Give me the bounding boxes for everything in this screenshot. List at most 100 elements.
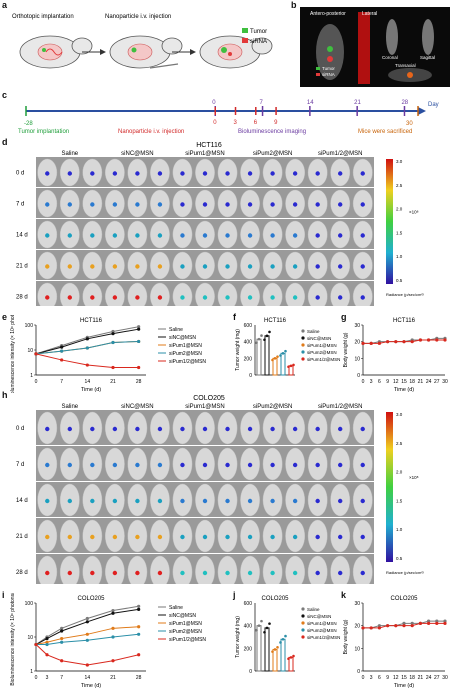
bioluminescence-signal	[112, 233, 118, 238]
chart-j: COLO205 Tumor weight (mg) 0 200 400 600 Saline…	[235, 596, 340, 675]
bioluminescence-signal	[67, 233, 72, 238]
bioluminescence-signal	[292, 202, 298, 207]
data-point	[60, 659, 64, 663]
bar-data-point	[292, 363, 295, 367]
bioluminescence-signal	[180, 264, 185, 269]
event-injection: Nanoparticle i.v. injection	[118, 129, 184, 135]
data-point	[443, 338, 447, 342]
mouse-silhouette	[285, 555, 305, 589]
data-point	[85, 346, 89, 350]
bioluminescence-signal	[157, 426, 163, 432]
bioluminescence-signal	[135, 570, 140, 576]
bioluminescence-signal	[135, 295, 140, 300]
data-point	[34, 642, 38, 647]
bioluminescence-signal	[225, 534, 230, 540]
bioluminescence-signal	[247, 426, 253, 432]
bar-data-point	[268, 622, 271, 625]
bioluminescence-signal	[360, 233, 365, 238]
data-point	[85, 363, 89, 367]
bioluminescence-signal	[112, 264, 118, 269]
legend-tumor-b: Tumor	[322, 66, 335, 71]
view-coronal: Coronal	[382, 55, 398, 60]
bioluminescence-signal	[112, 426, 118, 432]
bioluminescence-signal	[135, 426, 140, 432]
series-line	[35, 644, 139, 666]
data-point	[410, 340, 414, 344]
bioluminescence-signal	[270, 534, 275, 540]
chart-i: COLO205 Time (d) Bioluminescence intensity…	[10, 593, 206, 689]
colorbar-caption: Radiance (p/sec/cm²/sr)	[386, 292, 424, 297]
bar-data-point	[287, 657, 290, 661]
x-tick-label: 0	[362, 379, 365, 385]
data-point	[111, 608, 115, 613]
colorbar-caption: Radiance (p/sec/cm²/sr)	[386, 570, 424, 575]
timeline-injection-label: 0	[213, 120, 217, 126]
y-tick-label: 20	[354, 624, 360, 630]
data-point	[137, 653, 141, 657]
data-point	[85, 337, 89, 341]
y-tick-label: 10	[27, 635, 33, 641]
mouse-silhouette	[195, 555, 215, 589]
timeline-end: 30	[406, 121, 413, 127]
panel-c-timeline: Day 0 7 14 21 28 0 3 6 9 -28 30 Tumor implantati…	[18, 100, 439, 135]
mouse-silhouette	[105, 555, 125, 589]
bioluminescence-signal	[247, 171, 253, 176]
bioluminescence-signal	[90, 426, 95, 432]
y-axis-label: Body weight (g)	[343, 619, 349, 654]
data-point	[111, 626, 115, 630]
bioluminescence-signal	[338, 264, 343, 269]
bioluminescence-signal	[225, 570, 230, 576]
series-line	[35, 608, 139, 645]
x-tick-label: 0	[35, 675, 38, 681]
bioluminescence-signal	[270, 462, 275, 468]
data-point	[111, 659, 115, 663]
mouse-silhouette	[330, 555, 351, 589]
legend-label: siPum1@MSN	[169, 621, 202, 627]
x-tick-label: 6	[378, 675, 381, 681]
bioluminescence-signal	[45, 264, 50, 269]
bar-data-point	[265, 626, 269, 630]
y-axis-label: Body weight (g)	[343, 332, 349, 367]
mouse-silhouette	[262, 555, 283, 589]
bar-data-point	[279, 641, 282, 644]
legend-sirna-b: siRNA	[322, 72, 335, 77]
bioluminescence-signal	[157, 498, 163, 504]
bioluminescence-signal	[202, 233, 208, 238]
bioluminescence-signal	[45, 462, 50, 468]
legend-label: siPum1@MSN	[307, 621, 337, 626]
data-point	[137, 327, 141, 331]
view-sagittal: Sagittal	[420, 55, 435, 60]
chart-title: HCT116	[393, 318, 416, 324]
legend-label: siPum2@MSN	[169, 351, 202, 357]
bioluminescence-signal	[112, 202, 118, 207]
x-tick-label: 18	[409, 379, 415, 385]
bioluminescence-signal	[360, 426, 365, 432]
data-point	[369, 341, 373, 345]
bioluminescence-signal	[315, 534, 320, 540]
x-tick-label: 27	[434, 675, 440, 681]
data-point	[402, 340, 406, 344]
y-tick-label: 1	[30, 669, 33, 675]
panel-label-j: j	[233, 590, 236, 600]
data-point	[45, 653, 49, 657]
sirna-legend-swatch	[242, 38, 248, 43]
y-axis-label: Tumor weight (mg)	[235, 616, 241, 658]
bioluminescence-signal	[157, 171, 163, 176]
y-tick-label: 100	[25, 323, 34, 329]
bioluminescence-signal	[90, 498, 95, 504]
legend-label: siPum1/2@MSN	[307, 357, 340, 362]
colorbar-tick: 2.5	[396, 441, 403, 446]
event-imaging: Bioluminescence imaging	[238, 129, 306, 135]
legend-marker	[301, 357, 305, 361]
bioluminescence-signal	[360, 171, 365, 176]
data-point	[137, 365, 141, 370]
data-point	[60, 626, 64, 630]
series-line	[35, 626, 139, 646]
bioluminescence-signal	[270, 570, 275, 576]
view-lateral: Lateral	[362, 11, 377, 17]
data-point	[386, 340, 390, 344]
bar	[272, 648, 278, 672]
bioluminescence-signal	[270, 233, 275, 238]
bar	[280, 638, 286, 672]
y-axis-label: Bioluminescence intensity (× 10⁸ photons…	[10, 593, 16, 686]
